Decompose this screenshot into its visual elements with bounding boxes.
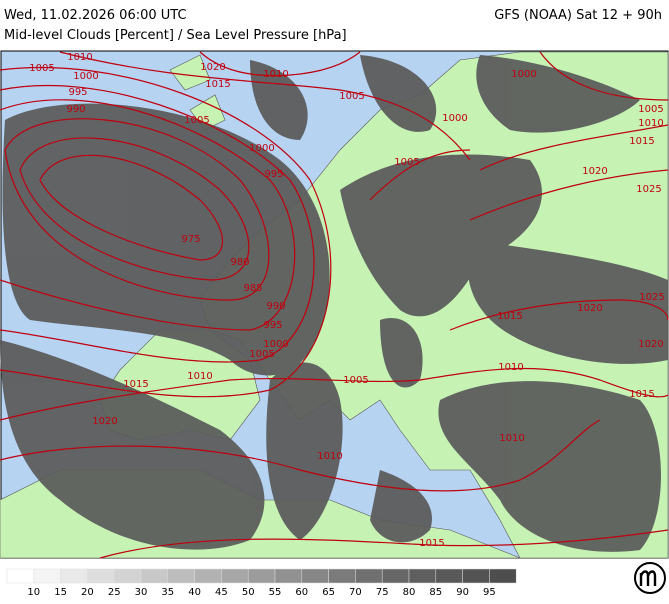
legend-label: 40 — [188, 587, 201, 598]
isobar-label: 1000 — [263, 339, 288, 350]
legend-label: 65 — [322, 587, 335, 598]
legend-swatch — [60, 568, 88, 584]
isobar-label: 995 — [263, 320, 282, 331]
isobar-label: 1000 — [73, 71, 98, 82]
legend-swatch — [381, 568, 410, 584]
isobar-label: 1015 — [419, 538, 444, 549]
legend-label: 75 — [376, 587, 389, 598]
legend-swatch — [408, 568, 437, 584]
isobar-label: 995 — [264, 169, 283, 180]
isobar-label: 1010 — [263, 69, 288, 80]
legend-label: 50 — [242, 587, 255, 598]
legend-swatch — [301, 568, 329, 584]
isobar-label: 1010 — [638, 118, 663, 129]
isobar-label: 1010 — [67, 52, 92, 63]
isobar-label: 1020 — [582, 166, 607, 177]
isobar-label: 990 — [266, 301, 285, 312]
model-run: GFS (NOAA) Sat 12 + 90h — [494, 8, 662, 23]
isobar-label: 1005 — [339, 91, 364, 102]
map: 1010100510009959901020101510101005100510… — [0, 50, 669, 559]
legend-swatch — [435, 568, 463, 584]
isobar-label: 1005 — [249, 349, 274, 360]
isobar-label: 995 — [68, 87, 87, 98]
logo — [634, 562, 666, 594]
legend-swatch — [221, 568, 249, 584]
isobar-label: 1005 — [184, 115, 209, 126]
datetime: Wed, 11.02.2026 06:00 UTC — [4, 8, 187, 23]
legend-label: 25 — [108, 587, 121, 598]
isobar-label: 1005 — [343, 375, 368, 386]
isobars — [0, 51, 669, 559]
isobar-labels: 1010100510009959901020101510101005100510… — [29, 52, 664, 549]
isobar-label: 1020 — [638, 339, 663, 350]
isobar-label: 1015 — [497, 311, 522, 322]
isobar-label: 1010 — [498, 362, 523, 373]
isobar-label: 1000 — [442, 113, 467, 124]
legend-swatch — [113, 568, 142, 584]
isobar-label: 975 — [181, 234, 200, 245]
isobar-label: 1015 — [123, 379, 148, 390]
legend-label: 85 — [429, 587, 442, 598]
isobar-label: 1005 — [394, 157, 419, 168]
legend-swatch — [328, 568, 356, 584]
isobar-label: 1025 — [639, 292, 664, 303]
isobar-label: 1005 — [638, 104, 663, 115]
legend-label: 30 — [135, 587, 148, 598]
legend-label: 10 — [27, 587, 40, 598]
isobar-label: 1020 — [92, 416, 117, 427]
isobar-label: 1010 — [317, 451, 342, 462]
legend-swatch — [274, 568, 303, 584]
legend-label: 95 — [483, 587, 496, 598]
legend: 10 15 20 25 30 35 40 45 50 55 60 65 70 75 80 85 90 95 — [6, 568, 517, 598]
isobar-label: 1010 — [499, 433, 524, 444]
legend-swatch — [489, 568, 517, 584]
legend-swatch — [87, 568, 115, 584]
legend-swatch — [194, 568, 222, 584]
legend-swatch — [6, 568, 35, 584]
isobar-label: 1020 — [577, 303, 602, 314]
isobar-label: 1015 — [205, 79, 230, 90]
legend-label: 90 — [456, 587, 469, 598]
legend-label: 15 — [54, 587, 67, 598]
legend-label: 80 — [403, 587, 416, 598]
isobar-label: 1020 — [200, 62, 225, 73]
legend-label: 70 — [349, 587, 362, 598]
isobar-label: 1015 — [629, 136, 654, 147]
isobar-label: 990 — [66, 104, 85, 115]
legend-label: 60 — [295, 587, 308, 598]
isobar-label: 1025 — [636, 184, 661, 195]
legend-swatch — [167, 568, 195, 584]
legend-swatch — [247, 568, 276, 584]
legend-label: 55 — [269, 587, 282, 598]
legend-label: 45 — [215, 587, 228, 598]
isobar-label: 1000 — [249, 143, 274, 154]
legend-swatch — [462, 568, 490, 584]
legend-label: 35 — [161, 587, 174, 598]
isobar-label: 980 — [230, 257, 249, 268]
isobar-label: 1015 — [629, 389, 654, 400]
legend-swatch — [140, 568, 169, 584]
legend-label: 20 — [81, 587, 94, 598]
isobar-label: 1000 — [511, 69, 536, 80]
isobar-label: 1005 — [29, 63, 54, 74]
isobar-label: 1010 — [187, 371, 212, 382]
subtitle: Mid-level Clouds [Percent] / Sea Level P… — [4, 28, 347, 43]
legend-swatch — [355, 568, 383, 584]
isobar-label: 985 — [243, 283, 262, 294]
legend-swatch — [33, 568, 61, 584]
